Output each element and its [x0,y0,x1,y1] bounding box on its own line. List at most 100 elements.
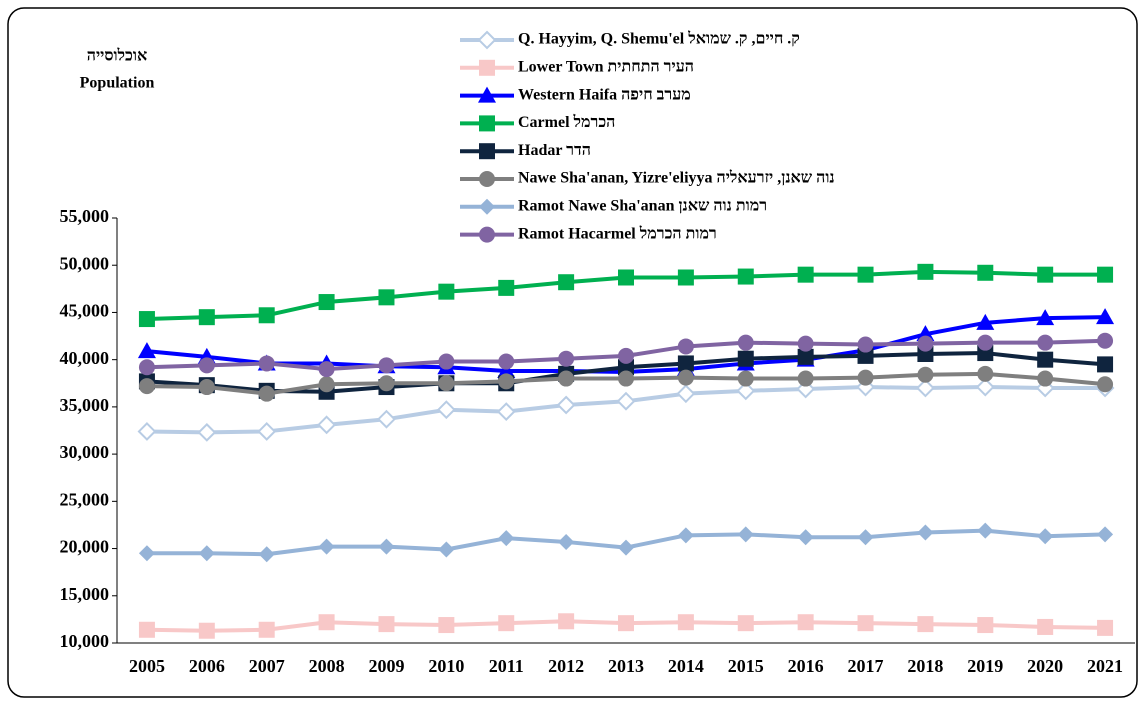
marker [977,522,994,539]
marker [676,384,696,404]
marker [558,613,575,630]
y-tick-label: 15,000 [60,584,110,604]
legend-label: Nawe Sha'anan, Yizre'eliyya נוה שאנן, יז… [518,169,835,187]
marker [138,378,155,395]
marker [198,545,215,562]
marker [198,622,215,639]
marker [498,279,515,296]
marker [318,376,335,393]
marker [737,350,754,367]
marker [677,614,694,631]
marker [977,264,994,281]
marker [198,379,215,396]
marker [137,422,157,441]
marker [498,373,515,390]
legend-label: Carmel הכרמל [518,113,615,131]
x-tick-label: 2017 [848,656,884,676]
marker [797,348,814,365]
marker [737,370,754,387]
series [138,332,1114,378]
marker [618,539,634,556]
marker [258,307,275,324]
marker [257,422,277,441]
marker [558,350,575,367]
legend-marker [478,86,496,103]
marker [977,617,994,634]
marker [498,530,515,547]
marker [556,395,576,415]
legend-marker [479,226,495,243]
marker [797,370,814,387]
marker [915,378,935,398]
marker [857,529,874,546]
x-tick-label: 2009 [368,656,404,676]
marker [737,526,754,543]
marker [797,266,814,283]
marker [917,366,934,383]
chart-border [7,7,1138,698]
y-tick-label: 50,000 [60,253,110,273]
legend-label: Lower Town העיר התחתית [518,58,694,75]
x-tick-label: 2013 [608,656,644,676]
y-tick-label: 25,000 [60,489,110,509]
x-tick-label: 2019 [967,656,1003,676]
legend-marker [477,30,497,50]
marker [917,263,934,280]
y-tick-label: 55,000 [60,206,110,226]
x-tick-label: 2005 [129,656,165,676]
marker [618,347,634,364]
series [137,377,1115,442]
legend-label: Western Haifa מערב חיפה [518,86,691,103]
legend-marker [479,59,495,76]
marker [1097,356,1114,373]
marker [497,362,516,378]
x-tick-label: 2008 [309,656,345,676]
x-tick-label: 2021 [1087,656,1123,676]
marker [797,614,814,631]
marker [677,369,694,386]
marker [1097,376,1114,393]
y-tick-label: 20,000 [60,537,110,557]
marker [258,385,275,402]
marker [438,375,455,392]
series [138,522,1114,563]
x-tick-label: 2015 [728,656,764,676]
x-tick-label: 2011 [489,656,524,676]
marker [677,355,694,372]
marker [618,269,634,286]
marker [377,409,396,429]
marker [1097,266,1114,283]
marker [1037,334,1054,351]
marker [917,335,934,352]
x-tick-label: 2020 [1027,656,1063,676]
marker [618,359,634,376]
marker [498,353,515,370]
marker [1097,332,1114,349]
marker [258,621,275,638]
marker [976,313,995,330]
marker [378,357,395,374]
marker [1036,309,1055,326]
marker [616,391,636,411]
marker [737,334,754,351]
marker [857,336,874,353]
marker [737,268,754,285]
marker [917,524,934,541]
marker [977,365,994,382]
marker [1037,370,1054,387]
marker [378,289,395,306]
marker [498,615,515,632]
x-tick-label: 2012 [548,656,584,676]
marker [378,538,395,555]
legend-label: Hadar הדר [518,142,591,159]
marker [677,338,694,355]
marker [1097,526,1114,543]
marker [496,402,516,422]
legend-marker [479,143,495,160]
marker [1037,528,1054,545]
marker [436,400,456,420]
marker [137,342,156,359]
y-tick-label: 45,000 [60,301,110,321]
y-tick-label: 40,000 [60,348,110,368]
marker [198,357,215,374]
